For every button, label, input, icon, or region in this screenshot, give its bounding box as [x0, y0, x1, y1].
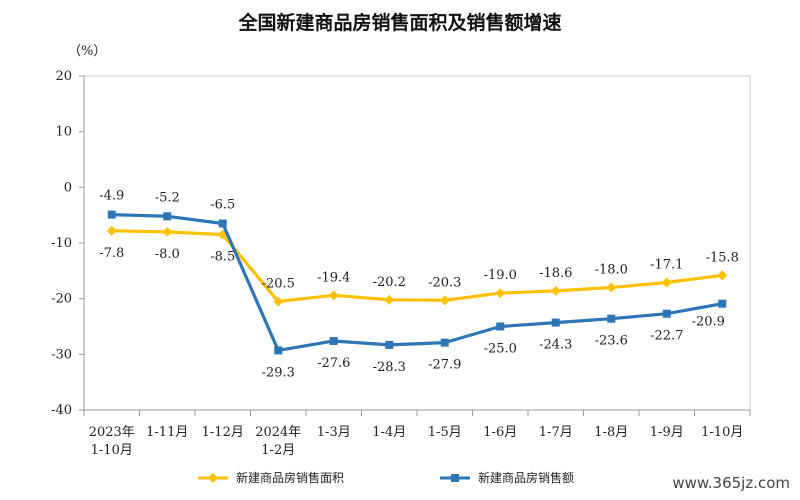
data-label-area: -15.8: [706, 250, 739, 265]
y-tick-label: -40: [51, 403, 72, 418]
data-label-area: -20.2: [373, 275, 406, 290]
y-tick-label: -10: [51, 236, 72, 251]
data-label-area: -17.1: [650, 258, 683, 273]
x-tick-label: 1-3月: [317, 425, 351, 440]
data-label-area: -20.5: [262, 276, 295, 291]
data-point-sales: [718, 299, 727, 308]
y-unit-label: （%）: [68, 44, 107, 59]
y-tick-label: -30: [51, 347, 72, 362]
data-point-sales: [329, 336, 338, 345]
data-label-sales: -22.7: [650, 329, 683, 344]
data-point-area: [106, 225, 117, 236]
x-tick-label: 1-8月: [594, 425, 628, 440]
x-tick-label: 1-5月: [428, 425, 462, 440]
x-tick-label: 1-7月: [539, 425, 573, 440]
legend-label-1: 新建商品房销售面积: [236, 470, 344, 485]
data-point-sales: [163, 212, 172, 221]
data-point-sales: [607, 314, 616, 323]
data-point-sales: [218, 219, 227, 228]
series-line-1: [111, 229, 723, 304]
x-tick-label: 2023年 1-10月: [89, 425, 135, 458]
data-point-sales: [440, 338, 449, 347]
y-tick-label: -20: [51, 292, 72, 307]
data-point-sales: [107, 210, 116, 219]
data-point-sales: [385, 340, 394, 349]
legend-marker-area: [208, 473, 218, 483]
data-label-area: -18.6: [539, 266, 572, 281]
x-tick-label: 1-12月: [202, 425, 244, 440]
series-line-2: [111, 213, 723, 353]
data-point-area: [384, 294, 395, 305]
data-label-sales: -20.9: [692, 315, 725, 330]
data-point-area: [661, 277, 672, 288]
data-label-sales: -24.3: [539, 338, 572, 353]
x-tick-label: 1-10月: [701, 425, 743, 440]
data-point-sales: [274, 346, 283, 355]
x-tick-label: 1-4月: [372, 425, 406, 440]
y-tick-label: 0: [64, 180, 72, 195]
data-label-sales: -23.6: [595, 334, 628, 349]
data-label-sales: -27.6: [317, 356, 350, 371]
legend-label-2: 新建商品房销售额: [478, 470, 574, 485]
chart-title: 全国新建商品房销售面积及销售额增速: [238, 12, 562, 34]
watermark: www.365jz.com: [672, 474, 790, 492]
data-point-sales: [551, 318, 560, 327]
y-tick-label: 10: [55, 125, 72, 140]
x-tick-label: 1-11月: [146, 425, 188, 440]
data-point-area: [439, 295, 450, 306]
data-point-area: [162, 226, 173, 237]
data-point-sales: [496, 322, 505, 331]
data-point-area: [328, 290, 339, 301]
data-label-area: -8.0: [155, 247, 180, 262]
data-point-area: [495, 288, 506, 299]
x-tick-label: 1-9月: [650, 425, 684, 440]
data-label-area: -7.8: [99, 246, 124, 261]
data-point-area: [606, 282, 617, 293]
y-tick-label: 20: [55, 69, 72, 84]
data-label-area: -18.0: [595, 263, 628, 278]
data-label-sales: -25.0: [484, 342, 517, 357]
data-label-area: -8.5: [210, 250, 235, 265]
data-label-sales: -27.9: [428, 358, 461, 373]
data-label-sales: -5.2: [155, 190, 180, 205]
data-label-area: -20.3: [428, 275, 461, 290]
legend-marker-sales: [451, 474, 459, 482]
data-label-sales: -6.5: [210, 198, 235, 213]
x-tick-label: 2024年 1-2月: [255, 425, 301, 458]
data-label-sales: -29.3: [262, 365, 295, 380]
data-label-area: -19.0: [484, 268, 517, 283]
data-label-sales: -4.9: [99, 189, 124, 204]
x-tick-label: 1-6月: [483, 425, 517, 440]
data-point-area: [717, 270, 728, 281]
data-point-area: [550, 285, 561, 296]
data-point-area: [273, 296, 284, 307]
data-label-area: -19.4: [317, 270, 350, 285]
data-point-sales: [662, 309, 671, 318]
data-label-sales: -28.3: [373, 360, 406, 375]
